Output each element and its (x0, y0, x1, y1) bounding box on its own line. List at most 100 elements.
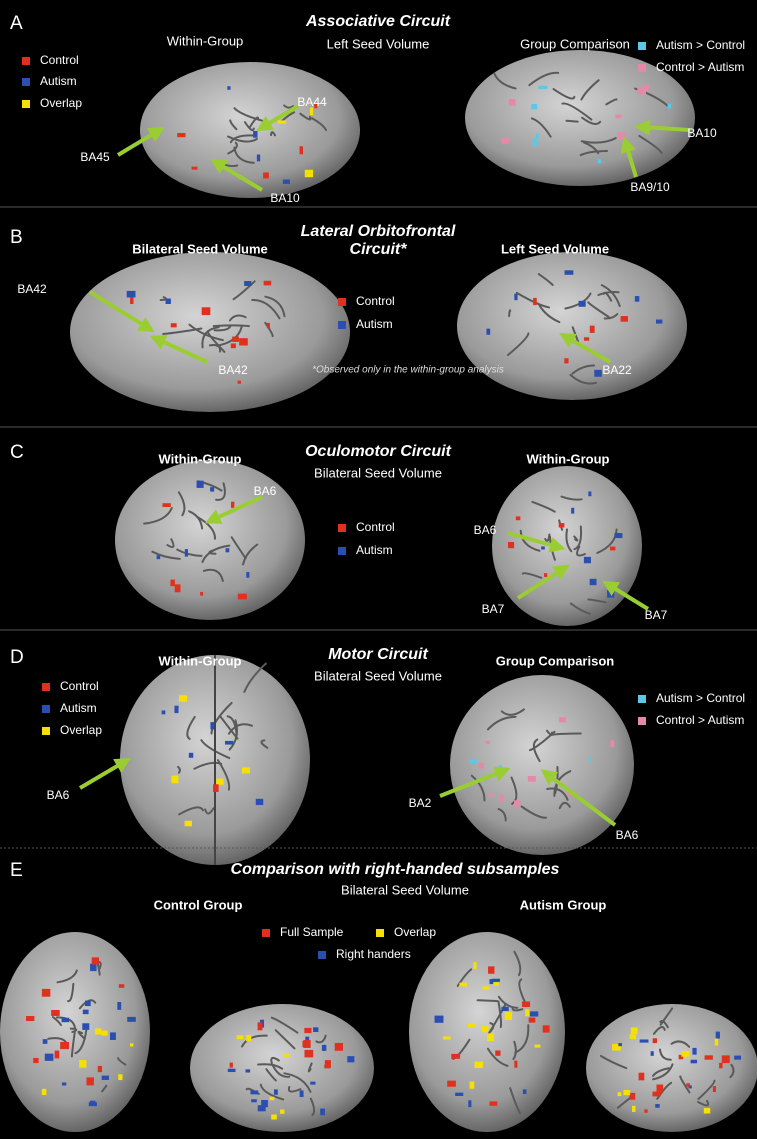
activation (162, 503, 170, 507)
activation (722, 1055, 730, 1063)
activation (130, 1043, 133, 1046)
activation (468, 1100, 471, 1107)
activation (455, 1093, 463, 1096)
legend-swatch (638, 717, 646, 725)
activation (639, 1073, 645, 1081)
panel-subtitle: Left Seed Volume (327, 36, 430, 51)
legend-label: Overlap (394, 925, 436, 939)
activation (538, 86, 547, 89)
activation (227, 86, 230, 90)
activation (692, 1048, 696, 1055)
activation (528, 776, 536, 782)
activation (202, 307, 211, 315)
activation (590, 579, 597, 585)
activation (270, 1097, 275, 1100)
activation (283, 180, 290, 184)
legend-label: Full Sample (280, 925, 344, 939)
activation (589, 758, 592, 762)
brain (492, 466, 642, 626)
activation (118, 1074, 122, 1080)
activation (246, 1035, 251, 1041)
panel-letter: A (10, 13, 23, 34)
activation (239, 338, 248, 345)
activation (102, 1076, 109, 1080)
activation (564, 358, 568, 363)
legend-swatch (318, 951, 326, 959)
activation (651, 1051, 654, 1056)
activation (250, 1090, 258, 1094)
activation (216, 779, 223, 785)
legend-label: Autism (40, 74, 77, 88)
activation (617, 132, 625, 139)
region-label: BA10 (687, 126, 717, 140)
sulcus (478, 1000, 498, 1001)
activation (509, 99, 516, 106)
activation (192, 167, 198, 170)
heading: Within-Group (167, 33, 244, 48)
activation (62, 1082, 66, 1085)
activation (681, 1051, 689, 1057)
activation (271, 1114, 277, 1119)
region-label: BA9/10 (630, 180, 670, 194)
activation (177, 133, 185, 137)
legend-swatch (338, 524, 346, 532)
activation (533, 298, 537, 305)
activation (514, 1061, 517, 1068)
activation (637, 87, 646, 94)
activation (166, 299, 171, 304)
heading: Left Seed Volume (501, 241, 609, 256)
activation (304, 1050, 313, 1057)
activation (508, 542, 514, 548)
legend-label: Control (356, 294, 395, 308)
activation (505, 1012, 512, 1020)
region-label: BA42 (17, 282, 47, 296)
activation (588, 491, 591, 496)
activation (490, 1101, 498, 1105)
activation (83, 1010, 89, 1015)
legend-swatch (338, 298, 346, 306)
legend-label: Overlap (40, 96, 82, 110)
activation (251, 1099, 257, 1102)
activation (253, 131, 257, 138)
legend-swatch (376, 929, 384, 937)
panel-letter: E (10, 860, 23, 881)
activation (668, 104, 671, 109)
activation (175, 584, 181, 592)
activation (210, 487, 214, 491)
activation (189, 753, 193, 758)
activation (486, 741, 490, 744)
region-label: BA2 (409, 796, 432, 810)
activation (571, 508, 574, 514)
activation (579, 301, 586, 307)
activation (594, 370, 602, 377)
activation (541, 546, 545, 549)
activation (640, 1039, 649, 1042)
activation (543, 1025, 550, 1032)
activation (502, 137, 510, 143)
activation (536, 134, 539, 139)
activation (590, 326, 595, 333)
activation (179, 695, 187, 702)
activation (185, 821, 192, 827)
arrow (80, 762, 124, 788)
activation (257, 155, 260, 162)
activation (615, 115, 621, 119)
region-label: BA44 (297, 95, 327, 109)
activation (90, 964, 97, 971)
region-label: BA6 (474, 523, 497, 537)
activation (62, 1018, 70, 1022)
brain (70, 252, 350, 412)
legend-swatch (338, 321, 346, 329)
activation (244, 281, 251, 286)
activation (225, 741, 233, 745)
heading: Control Group (154, 897, 243, 912)
activation (487, 1033, 494, 1041)
activation (621, 316, 628, 322)
activation (261, 1100, 268, 1107)
activation (210, 722, 214, 729)
sulcus (214, 325, 249, 326)
activation (231, 502, 234, 508)
legend-label: Control (356, 520, 395, 534)
panel-subtitle: Bilateral Seed Volume (341, 882, 469, 897)
activation (127, 291, 136, 298)
